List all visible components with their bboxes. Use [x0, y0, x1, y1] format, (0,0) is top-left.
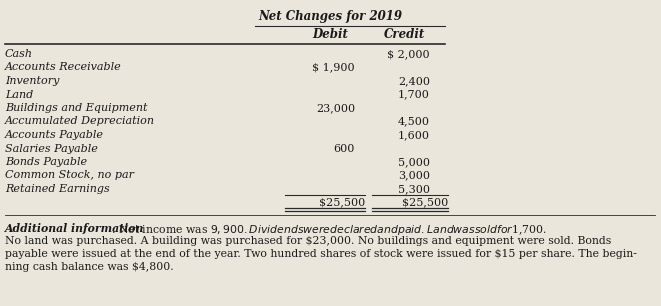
- Text: Cash: Cash: [5, 49, 33, 59]
- Text: $25,500: $25,500: [402, 197, 448, 207]
- Text: Accounts Receivable: Accounts Receivable: [5, 62, 122, 73]
- Text: 4,500: 4,500: [398, 117, 430, 126]
- Text: Buildings and Equipment: Buildings and Equipment: [5, 103, 147, 113]
- Text: 600: 600: [334, 144, 355, 154]
- Text: Debit: Debit: [312, 28, 348, 41]
- Text: 1,600: 1,600: [398, 130, 430, 140]
- Text: Land: Land: [5, 89, 33, 99]
- Text: Additional information: Additional information: [5, 223, 144, 234]
- Text: payable were issued at the end of the year. Two hundred shares of stock were iss: payable were issued at the end of the ye…: [5, 249, 637, 259]
- Text: Net Changes for 2019: Net Changes for 2019: [258, 10, 402, 23]
- Text: 23,000: 23,000: [316, 103, 355, 113]
- Text: Common Stock, no par: Common Stock, no par: [5, 170, 134, 181]
- Text: No land was purchased. A building was purchased for $23,000. No buildings and eq: No land was purchased. A building was pu…: [5, 236, 611, 246]
- Text: 2,400: 2,400: [398, 76, 430, 86]
- Text: $ 1,900: $ 1,900: [313, 62, 355, 73]
- Text: Retained Earnings: Retained Earnings: [5, 184, 110, 194]
- Text: 5,000: 5,000: [398, 157, 430, 167]
- Text: 5,300: 5,300: [398, 184, 430, 194]
- Text: $ 2,000: $ 2,000: [387, 49, 430, 59]
- Text: Accounts Payable: Accounts Payable: [5, 130, 104, 140]
- Text: Accumulated Depreciation: Accumulated Depreciation: [5, 117, 155, 126]
- Text: $25,500: $25,500: [319, 197, 365, 207]
- Text: ning cash balance was $4,800.: ning cash balance was $4,800.: [5, 262, 174, 272]
- Text: Credit: Credit: [385, 28, 426, 41]
- Text: Inventory: Inventory: [5, 76, 59, 86]
- Text: 1,700: 1,700: [398, 89, 430, 99]
- Text: 3,000: 3,000: [398, 170, 430, 181]
- Text: : Net income was $9,900. Dividends were declared and paid. Land was sold for $1,: : Net income was $9,900. Dividends were …: [111, 223, 547, 237]
- Text: Salaries Payable: Salaries Payable: [5, 144, 98, 154]
- Text: Bonds Payable: Bonds Payable: [5, 157, 87, 167]
